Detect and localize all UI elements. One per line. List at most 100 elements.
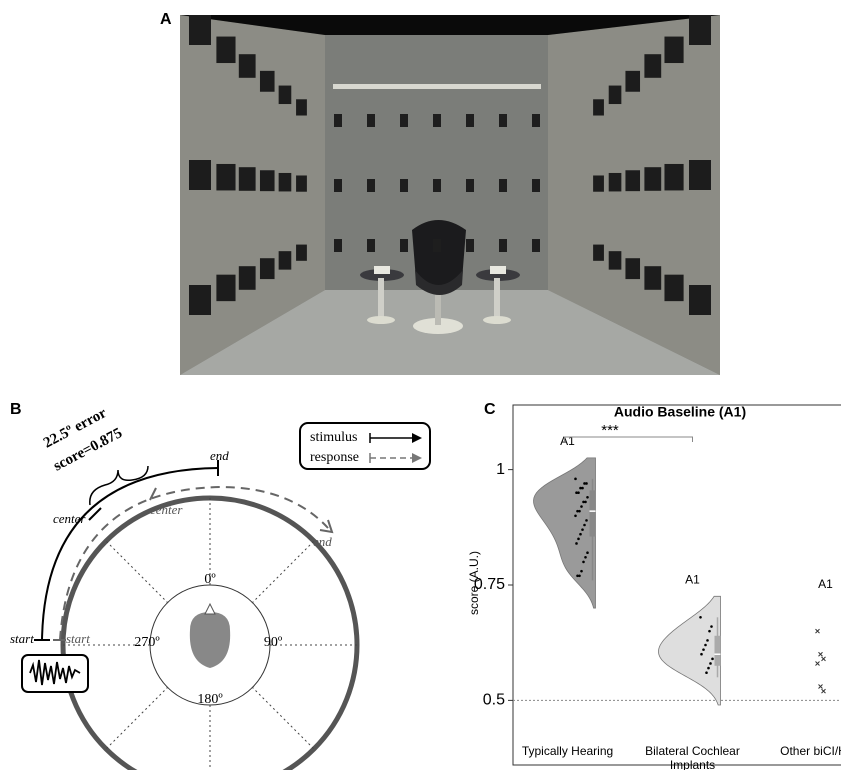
nose [205, 604, 215, 614]
x-tick-label: Typically Hearing [522, 744, 613, 758]
speaker [279, 86, 292, 104]
group-annotation: A1 [818, 577, 833, 591]
point [705, 671, 708, 674]
point [580, 505, 583, 508]
speaker [367, 239, 375, 252]
chart-title: Audio Baseline (A1) [614, 404, 746, 420]
speaker [296, 99, 307, 115]
speaker [593, 99, 604, 115]
speaker [189, 160, 211, 190]
point [709, 662, 712, 665]
y-tick-label: 0.75 [474, 576, 505, 593]
end-label: end [210, 448, 229, 463]
box [590, 490, 596, 536]
speaker [644, 266, 661, 290]
point [577, 538, 580, 541]
speaker [279, 173, 292, 191]
speaker [532, 239, 540, 252]
start-label: start [66, 631, 90, 646]
speaker [625, 258, 640, 279]
panel-label: C [484, 401, 496, 418]
speaker [334, 114, 342, 127]
chair-stem [435, 295, 441, 325]
speaker [189, 285, 211, 315]
plot-frame [513, 405, 841, 765]
point [708, 630, 711, 633]
significance-label: *** [601, 422, 619, 439]
point [704, 644, 707, 647]
speaker [466, 239, 474, 252]
point [583, 524, 586, 527]
speaker [499, 239, 507, 252]
point [579, 487, 582, 490]
speaker [260, 71, 275, 92]
table-leg [378, 278, 384, 318]
angle-label: 90º [264, 635, 283, 650]
point [699, 616, 702, 619]
speaker [239, 167, 256, 191]
point [576, 574, 579, 577]
point [702, 648, 705, 651]
group-annotation: A1 [560, 434, 575, 448]
speaker [466, 179, 474, 192]
speaker [625, 170, 640, 191]
figure: A B C 22.5º error score=0.875 end center… [0, 0, 841, 770]
angle-label: 270º [134, 635, 160, 650]
speaker [625, 71, 640, 92]
speaker [499, 179, 507, 192]
point [582, 561, 585, 564]
speaker [499, 114, 507, 127]
angle-label: 180º [197, 692, 223, 707]
speaker [279, 251, 292, 269]
speaker [644, 167, 661, 191]
x-tick-label: Other biCI/HA [780, 744, 841, 758]
legend-label: response [310, 450, 359, 465]
speaker [400, 114, 408, 127]
point [584, 556, 587, 559]
device [374, 266, 390, 274]
speaker [609, 251, 622, 269]
speaker [239, 266, 256, 290]
speaker [296, 245, 307, 261]
speaker [532, 114, 540, 127]
angle-label: 0º [204, 572, 216, 587]
speaker [433, 179, 441, 192]
speaker [334, 179, 342, 192]
legend-label: stimulus [310, 430, 357, 445]
head [190, 612, 230, 668]
room-render [180, 15, 720, 375]
point [574, 514, 577, 517]
point [586, 551, 589, 554]
speaker [433, 239, 441, 252]
y-tick-label: 1 [496, 461, 505, 478]
point [585, 519, 588, 522]
diagram: 22.5º error score=0.875 end center start… [10, 405, 430, 770]
light-bar [333, 84, 541, 89]
point [586, 496, 589, 499]
brace [90, 466, 148, 505]
point [576, 510, 579, 513]
speaker [689, 285, 711, 315]
box [715, 636, 721, 666]
speaker [216, 275, 235, 301]
panel-label: B [10, 401, 22, 418]
end-label: end [313, 534, 332, 549]
speaker [593, 175, 604, 191]
device [490, 266, 506, 274]
speaker [260, 170, 275, 191]
speaker [296, 175, 307, 191]
point [580, 570, 583, 573]
table-leg [494, 278, 500, 318]
speaker [664, 275, 683, 301]
point [581, 528, 584, 531]
point [583, 482, 586, 485]
group-annotation: A1 [685, 573, 700, 587]
speaker [689, 15, 711, 45]
speaker [216, 37, 235, 63]
speaker [664, 164, 683, 190]
speaker [334, 239, 342, 252]
point [700, 653, 703, 656]
page: {"panel_labels": ["A", "B", "C"], "diagr… [0, 0, 841, 770]
point [711, 658, 714, 661]
